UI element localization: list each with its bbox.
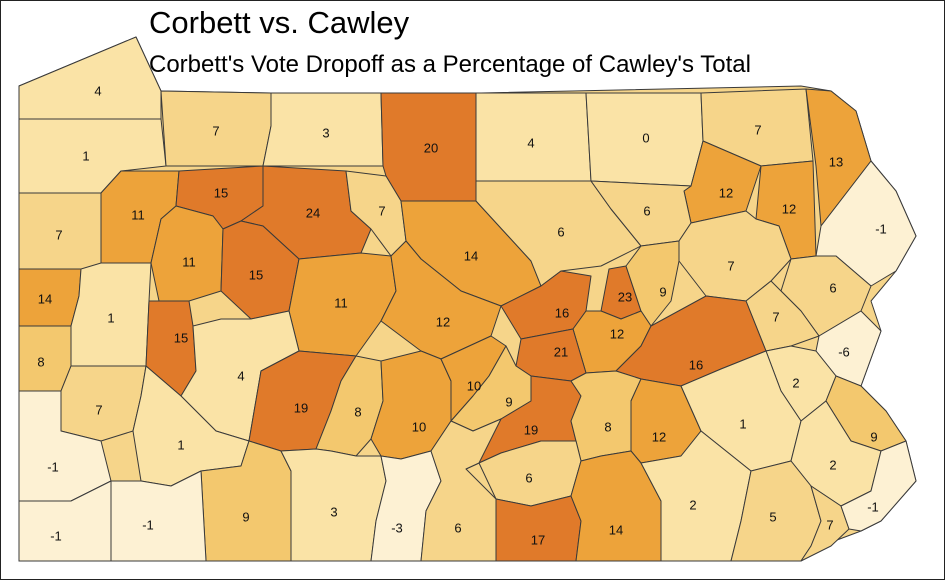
- county-value-label: 10: [412, 419, 426, 434]
- county-value-label: -1: [50, 528, 62, 543]
- county-value-label: 6: [525, 470, 532, 485]
- county-region: [262, 92, 384, 167]
- county-value-label: 4: [237, 368, 244, 383]
- county-value-label: 13: [829, 154, 843, 169]
- county-value-label: 9: [870, 429, 877, 444]
- county-value-label: 2: [829, 457, 836, 472]
- county-region: [18, 36, 162, 120]
- map-title: Corbett vs. Cawley: [149, 5, 410, 40]
- county-value-label: 14: [464, 248, 478, 263]
- county-value-label: 7: [727, 258, 734, 273]
- county-value-label: 7: [378, 203, 385, 218]
- county-value-label: 1: [739, 416, 746, 431]
- county-value-label: 15: [249, 267, 263, 282]
- county-value-label: 9: [242, 509, 249, 524]
- county-value-label: 1: [107, 310, 114, 325]
- county-value-label: 10: [467, 378, 481, 393]
- county-value-label: 20: [424, 140, 438, 155]
- county-value-label: 0: [642, 130, 649, 145]
- county-value-label: 8: [604, 419, 611, 434]
- county-value-label: 3: [330, 504, 337, 519]
- county-value-label: 11: [182, 254, 196, 269]
- county-value-label: 6: [643, 203, 650, 218]
- county-value-label: 23: [618, 289, 632, 304]
- county-value-label: 2: [792, 375, 799, 390]
- county-value-label: 15: [214, 185, 228, 200]
- county-value-label: 12: [610, 326, 624, 341]
- county-value-label: -1: [142, 517, 154, 532]
- county-value-label: 6: [557, 224, 564, 239]
- county-value-label: 8: [37, 354, 44, 369]
- county-value-label: 7: [772, 309, 779, 324]
- county-value-label: 12: [719, 185, 733, 200]
- county-value-label: 7: [95, 402, 102, 417]
- county-region: [840, 440, 917, 532]
- county-value-label: 14: [609, 522, 623, 537]
- county-value-label: -1: [867, 499, 879, 514]
- county-value-label: 21: [554, 344, 568, 359]
- county-value-label: 7: [55, 227, 62, 242]
- county-value-label: 9: [659, 284, 666, 299]
- county-value-label: 7: [212, 123, 219, 138]
- county-value-label: 8: [354, 404, 361, 419]
- county-value-label: 2: [689, 497, 696, 512]
- county-value-label: 16: [555, 305, 569, 320]
- county-value-label: 19: [524, 422, 538, 437]
- county-value-label: 4: [94, 83, 101, 98]
- county-region: [18, 325, 72, 392]
- county-value-label: 5: [769, 509, 776, 524]
- county-region: [495, 495, 582, 562]
- county-value-label: 12: [652, 429, 666, 444]
- county-value-label: 15: [174, 330, 188, 345]
- county-value-label: 6: [454, 520, 461, 535]
- county-value-label: -1: [875, 221, 887, 236]
- county-value-label: 1: [177, 437, 184, 452]
- county-region: [110, 470, 207, 562]
- county-value-label: 6: [829, 280, 836, 295]
- county-value-label: 17: [531, 532, 545, 547]
- county-value-label: -3: [391, 520, 403, 535]
- county-value-label: 11: [131, 207, 145, 222]
- county-value-label: 24: [306, 205, 320, 220]
- county-region: [420, 418, 502, 562]
- county-value-label: -6: [838, 344, 850, 359]
- county-value-label: 9: [505, 394, 512, 409]
- county-value-label: 1: [82, 148, 89, 163]
- county-value-label: 4: [527, 135, 534, 150]
- county-value-label: 12: [436, 314, 450, 329]
- county-value-label: 14: [38, 291, 52, 306]
- county-value-label: -1: [47, 459, 59, 474]
- map-subtitle: Corbett's Vote Dropoff as a Percentage o…: [149, 51, 751, 78]
- county-value-label: 19: [294, 400, 308, 415]
- county-value-label: 12: [782, 201, 796, 216]
- county-value-label: 11: [334, 295, 348, 310]
- county-value-label: 3: [322, 125, 329, 140]
- county-value-label: 7: [754, 122, 761, 137]
- county-value-label: 16: [689, 357, 703, 372]
- county-value-label: 7: [826, 517, 833, 532]
